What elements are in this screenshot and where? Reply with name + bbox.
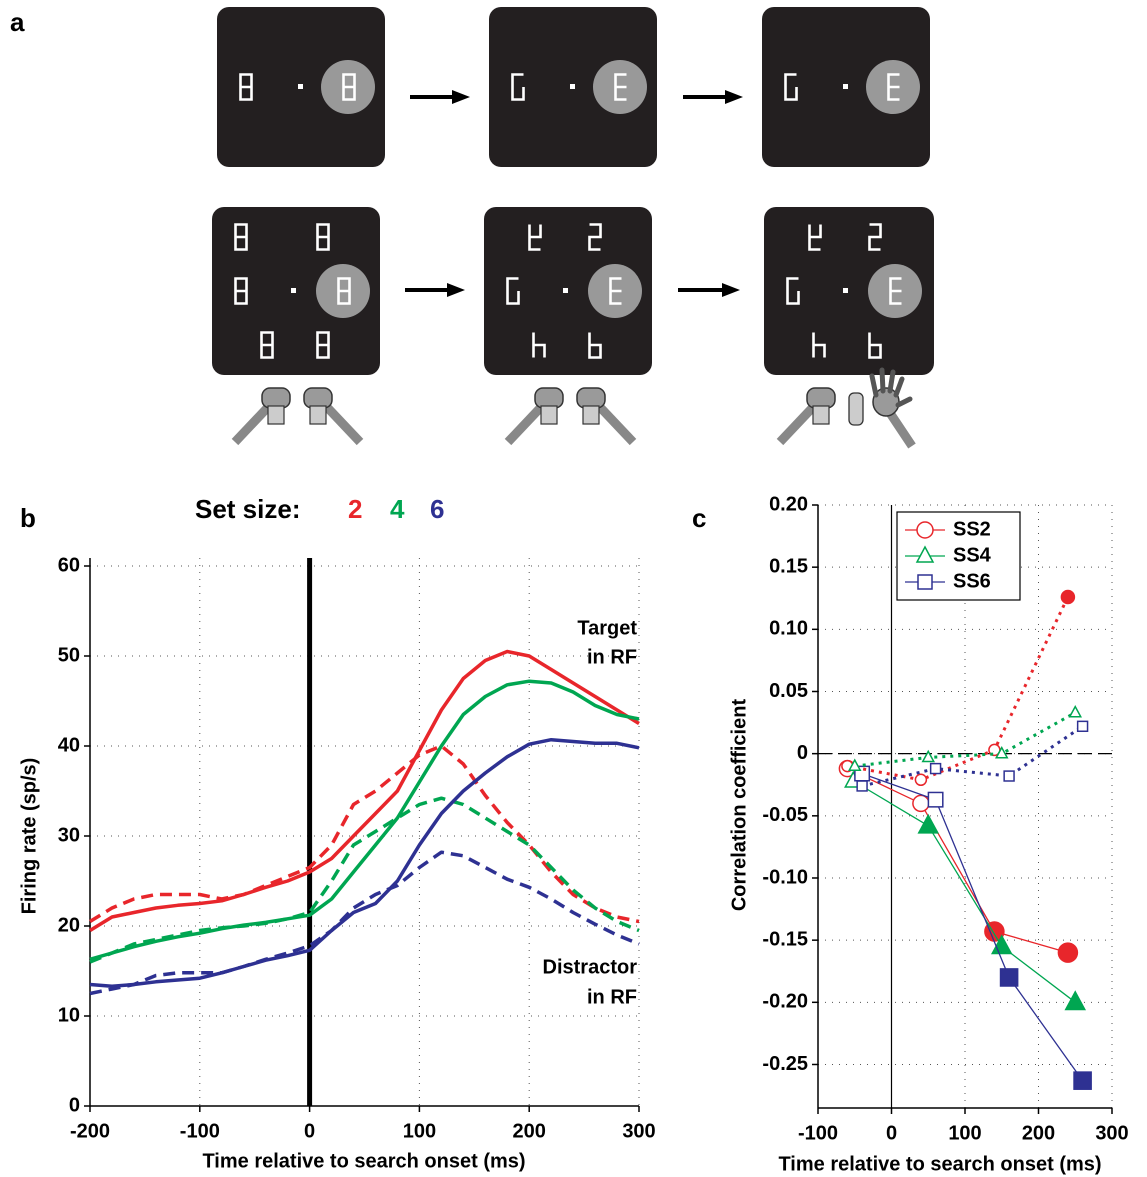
marker — [921, 749, 936, 763]
screen — [489, 7, 657, 167]
y-tick-label: 40 — [58, 734, 80, 756]
y-tick-label: 20 — [58, 914, 80, 936]
x-tick-label: 200 — [513, 1120, 546, 1142]
marker — [1003, 770, 1015, 782]
x-tick-label: -100 — [180, 1120, 220, 1142]
arrow — [410, 90, 743, 104]
y-tick-label: 0.05 — [769, 680, 808, 702]
y-tick-label: 0 — [69, 1094, 80, 1116]
legend-entry: 6 — [430, 494, 444, 524]
annotation: in RF — [587, 646, 637, 668]
series-line — [847, 768, 1069, 954]
panel-label: b — [20, 503, 36, 533]
series-line — [89, 649, 640, 932]
x-tick-label: 200 — [1022, 1122, 1055, 1144]
arrow — [405, 283, 740, 297]
series-line — [89, 737, 640, 989]
screen — [217, 7, 385, 167]
marker — [847, 758, 862, 771]
legend-marker — [916, 521, 934, 539]
y-tick-label: -0.15 — [762, 928, 808, 950]
x-tick-label: 0 — [304, 1120, 315, 1142]
screen — [212, 207, 380, 375]
marker — [914, 773, 928, 787]
screen — [764, 207, 934, 375]
legend-entry: SS2 — [953, 518, 991, 540]
marker — [999, 968, 1019, 987]
marker — [856, 780, 868, 792]
marker — [994, 746, 1009, 759]
marker — [927, 791, 944, 808]
x-tick-label: 0 — [886, 1122, 897, 1144]
y-tick-label: 0.20 — [769, 493, 808, 515]
y-tick-label: 50 — [58, 644, 80, 666]
series-line — [89, 796, 640, 964]
x-tick-label: 100 — [403, 1120, 436, 1142]
x-tick-label: -100 — [798, 1122, 838, 1144]
series-line — [847, 596, 1070, 782]
legend-marker — [917, 574, 933, 590]
marker — [1073, 1071, 1092, 1090]
marker — [1064, 990, 1087, 1011]
series-line — [89, 850, 640, 996]
series-line — [854, 711, 1077, 768]
x-tick-label: -200 — [70, 1120, 110, 1142]
marker — [1057, 942, 1079, 963]
y-tick-label: 30 — [58, 824, 80, 846]
x-axis-label: Time relative to search onset (ms) — [202, 1150, 525, 1172]
legend-entry: 4 — [390, 494, 405, 524]
annotation: Distractor — [543, 956, 638, 978]
annotation: Target — [577, 617, 637, 639]
y-tick-label: -0.10 — [762, 866, 808, 888]
y-tick-label: -0.20 — [762, 991, 808, 1013]
series-line — [861, 725, 1084, 788]
series-line — [861, 772, 1084, 1081]
x-axis-label: Time relative to search onset (ms) — [778, 1153, 1101, 1175]
marker — [917, 813, 940, 834]
x-tick-label: 300 — [1095, 1122, 1128, 1144]
screen — [762, 7, 930, 167]
marker — [1060, 589, 1076, 605]
panel-label: a — [10, 7, 25, 37]
screen — [484, 207, 652, 375]
series-line — [89, 679, 640, 961]
legend-marker — [915, 545, 935, 563]
y-tick-label: 0.10 — [769, 618, 808, 640]
marker — [912, 794, 930, 813]
x-tick-label: 300 — [622, 1120, 655, 1142]
legend-title: Set size: — [195, 494, 301, 524]
marker — [1068, 705, 1083, 718]
y-axis-label: Firing rate (sp/s) — [18, 758, 40, 915]
legend-entry: SS6 — [953, 570, 991, 592]
legend-entry: 2 — [348, 494, 362, 524]
legend-entry: SS4 — [953, 544, 992, 566]
y-tick-label: 0.15 — [769, 555, 808, 577]
hands — [231, 367, 916, 449]
annotation: in RF — [587, 986, 637, 1008]
y-tick-label: 60 — [58, 554, 80, 576]
y-tick-label: -0.05 — [762, 804, 808, 826]
x-tick-label: 100 — [948, 1122, 981, 1144]
y-tick-label: 10 — [58, 1004, 80, 1026]
series-line — [89, 744, 640, 924]
series-line — [852, 780, 1076, 1003]
marker — [929, 762, 942, 775]
y-axis-label: Correlation coefficient — [728, 699, 750, 912]
y-tick-label: -0.25 — [762, 1053, 808, 1075]
y-tick-label: 0 — [797, 742, 808, 764]
panel-label: c — [692, 503, 706, 533]
marker — [1076, 720, 1089, 733]
